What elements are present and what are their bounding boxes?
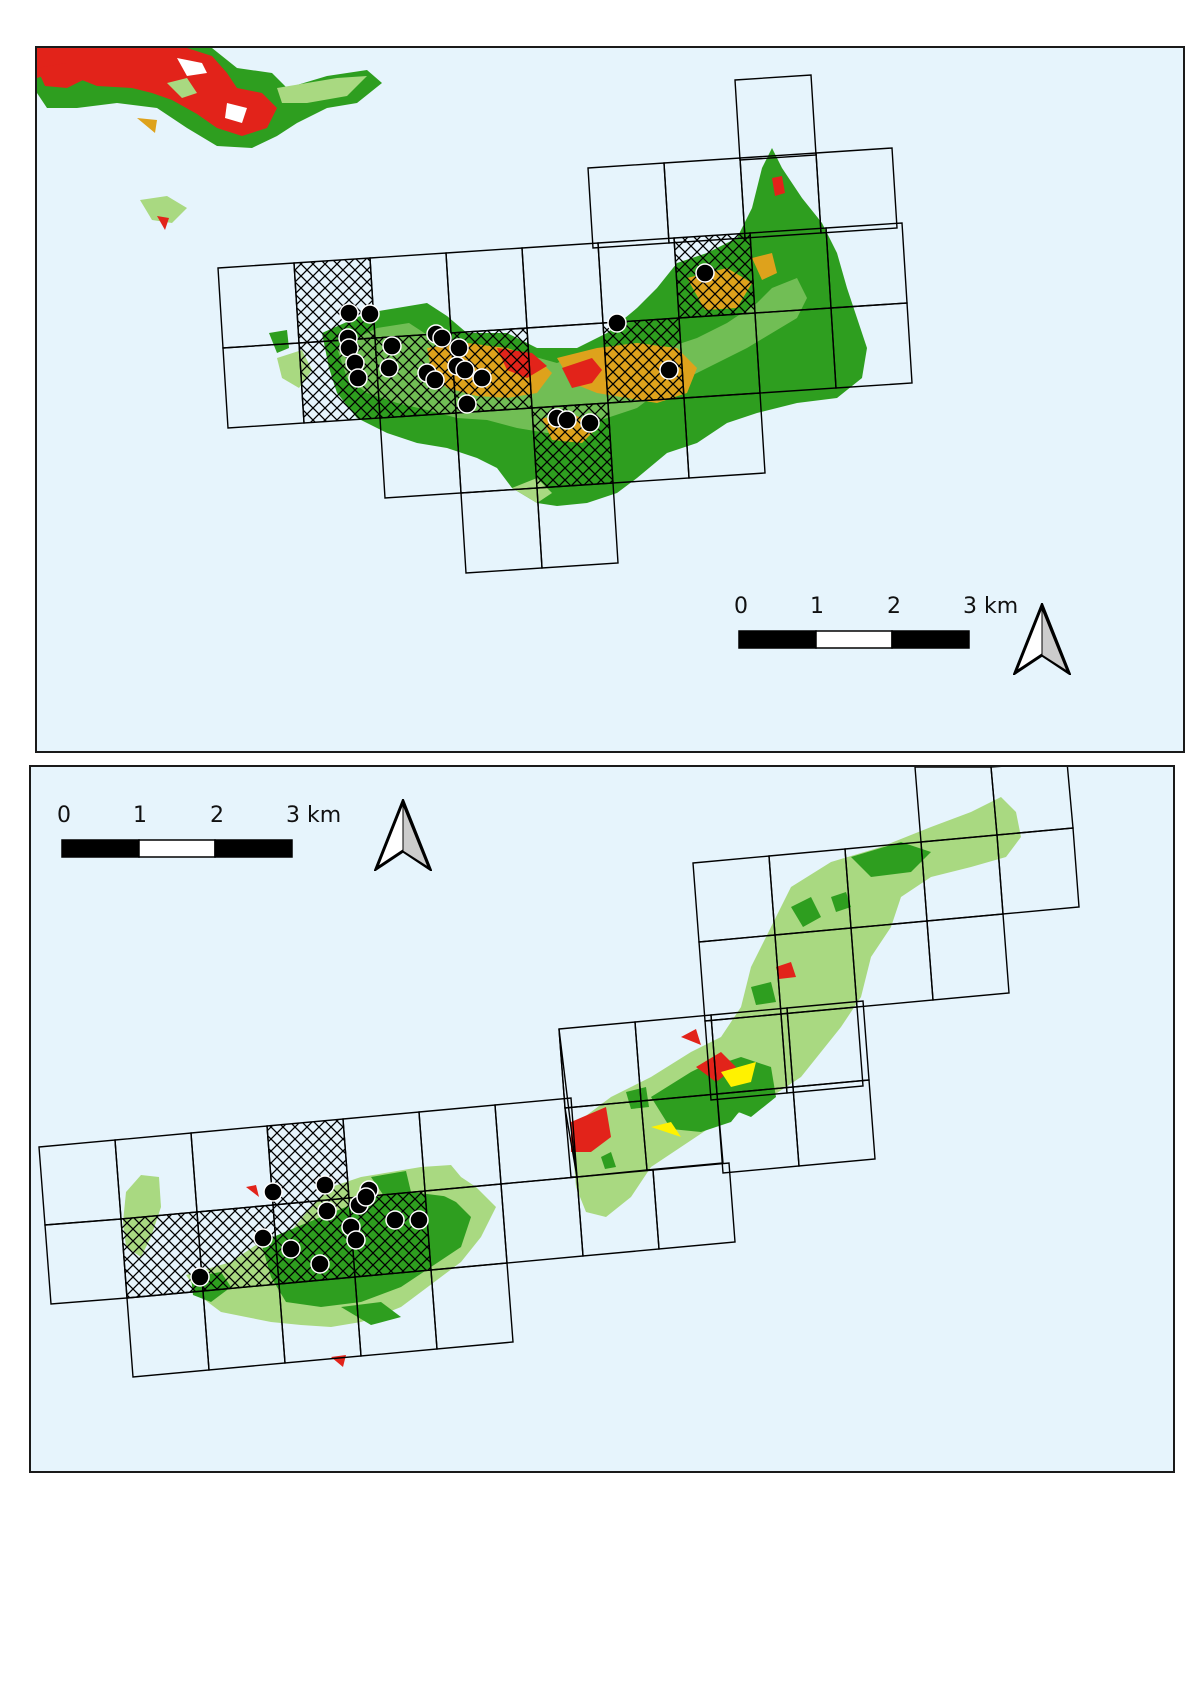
scalebar-label: 3 km	[963, 594, 1019, 619]
scalebar-bottom	[61, 839, 293, 858]
scalebar-label: 2	[210, 803, 224, 828]
scalebar-label: 1	[810, 594, 824, 619]
map-panel-bottom: 0 1 2 3 km	[29, 765, 1175, 1473]
north-arrow-icon	[1013, 603, 1071, 675]
map-canvas-bottom	[38, 767, 1080, 1378]
sample-points-top	[338, 263, 715, 433]
scalebar-label: 0	[734, 594, 748, 619]
scalebar-label: 2	[887, 594, 901, 619]
scalebar-top	[738, 630, 970, 649]
scalebar-label: 0	[57, 803, 71, 828]
north-arrow-icon	[374, 799, 432, 871]
map-canvas-top	[37, 48, 970, 649]
scalebar-label: 3 km	[286, 803, 342, 828]
mainland-coast	[37, 48, 382, 230]
scalebar-label: 1	[133, 803, 147, 828]
sample-points-bottom	[190, 1175, 429, 1287]
map-panel-top: 0 1 2 3 km	[35, 46, 1185, 753]
grid-bottom	[38, 767, 1080, 1378]
